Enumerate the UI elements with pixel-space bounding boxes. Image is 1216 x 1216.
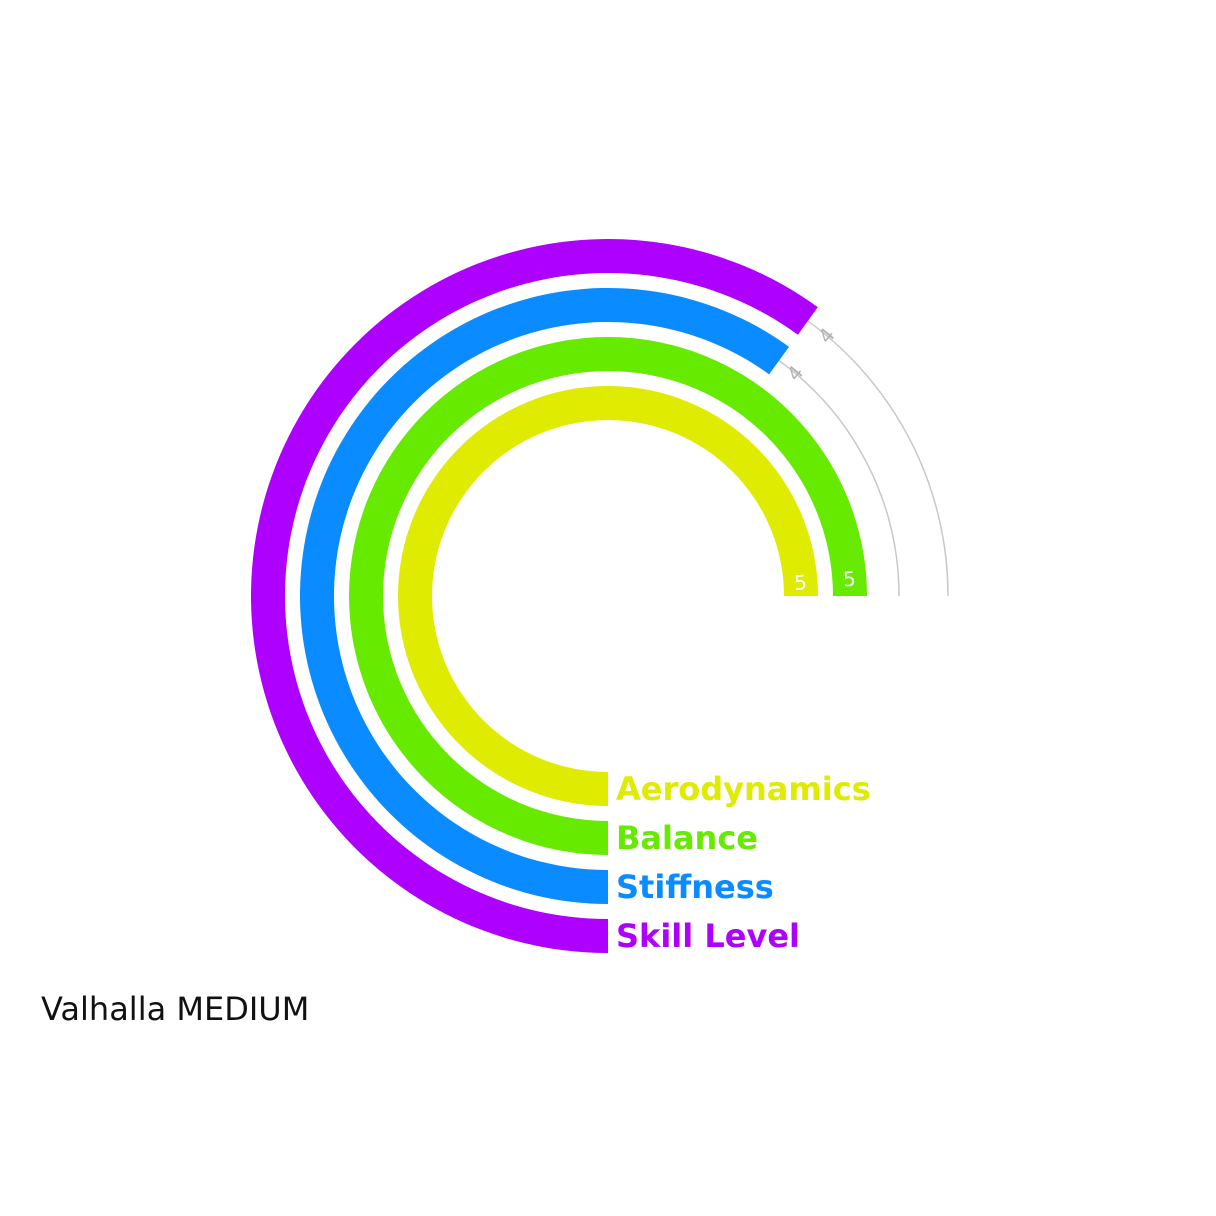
category-label-skill-level: Skill Level: [616, 917, 800, 955]
bar-skill-level: [251, 239, 818, 953]
value-label-balance: 5: [842, 567, 856, 592]
bar-aerodynamics: [398, 386, 818, 806]
chart-caption: Valhalla MEDIUM: [41, 990, 310, 1028]
category-label-stiffness: Stiffness: [616, 868, 774, 906]
bar-stiffness: [300, 287, 790, 904]
track-skill-level: [807, 320, 949, 597]
track-stiffness: [778, 359, 900, 597]
category-label-aerodynamics: Aerodynamics: [616, 770, 871, 808]
category-label-balance: Balance: [616, 819, 758, 857]
value-label-aerodynamics: 5: [793, 570, 807, 595]
